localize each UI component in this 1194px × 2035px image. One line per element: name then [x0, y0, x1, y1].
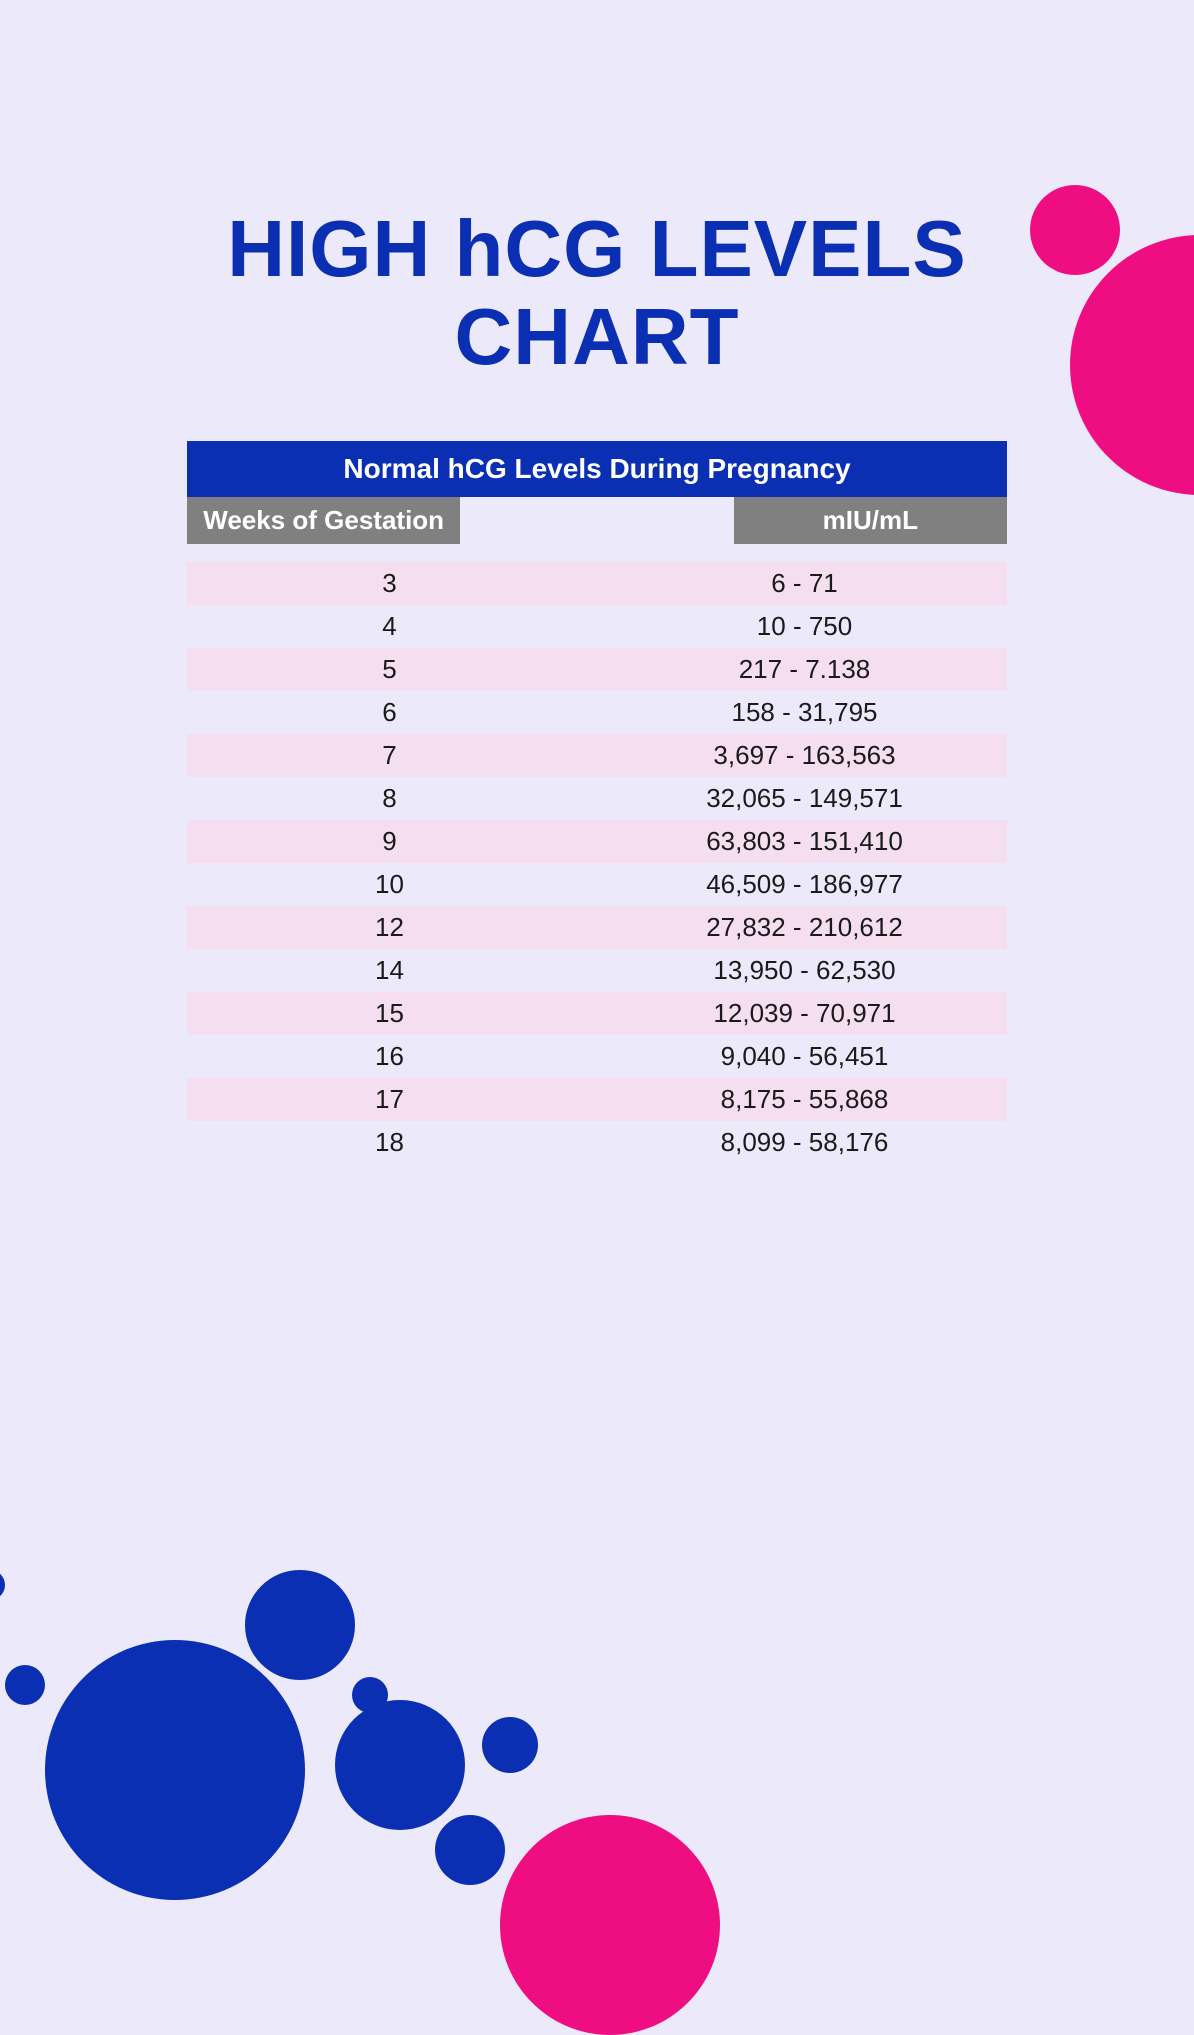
cell-miu: 12,039 - 70,971	[602, 992, 1007, 1035]
table-row: 1413,950 - 62,530	[187, 949, 1007, 992]
cell-miu: 9,040 - 56,451	[602, 1035, 1007, 1078]
table-row: 73,697 - 163,563	[187, 734, 1007, 777]
cell-miu: 63,803 - 151,410	[602, 820, 1007, 863]
table-row: 188,099 - 58,176	[187, 1121, 1007, 1164]
deco-circle	[1030, 185, 1120, 275]
cell-gap	[592, 734, 602, 777]
cell-gap	[592, 605, 602, 648]
cell-miu: 10 - 750	[602, 605, 1007, 648]
col-header-miu: mIU/mL	[734, 497, 1007, 544]
table-row: 410 - 750	[187, 605, 1007, 648]
page-title: HIGH hCG LEVELS CHART	[0, 205, 1194, 381]
deco-circle	[1093, 283, 1137, 327]
cell-weeks: 4	[187, 605, 592, 648]
table-row: 178,175 - 55,868	[187, 1078, 1007, 1121]
cell-weeks: 15	[187, 992, 592, 1035]
cell-weeks: 18	[187, 1121, 592, 1164]
cell-miu: 46,509 - 186,977	[602, 863, 1007, 906]
cell-gap	[592, 906, 602, 949]
deco-circle	[5, 1665, 45, 1705]
deco-circle	[482, 1717, 538, 1773]
cell-miu: 8,175 - 55,868	[602, 1078, 1007, 1121]
table-heading: Normal hCG Levels During Pregnancy	[187, 441, 1007, 497]
cell-weeks: 8	[187, 777, 592, 820]
deco-circle	[335, 1700, 465, 1830]
table-row: 1046,509 - 186,977	[187, 863, 1007, 906]
cell-weeks: 5	[187, 648, 592, 691]
deco-circle	[500, 1815, 720, 2035]
cell-gap	[592, 1078, 602, 1121]
cell-gap	[592, 863, 602, 906]
cell-gap	[592, 777, 602, 820]
table-row: 1227,832 - 210,612	[187, 906, 1007, 949]
cell-miu: 8,099 - 58,176	[602, 1121, 1007, 1164]
cell-gap	[592, 1121, 602, 1164]
deco-circle	[352, 1677, 388, 1713]
cell-miu: 32,065 - 149,571	[602, 777, 1007, 820]
cell-miu: 158 - 31,795	[602, 691, 1007, 734]
cell-weeks: 6	[187, 691, 592, 734]
cell-weeks: 3	[187, 562, 592, 605]
deco-circle	[435, 1815, 505, 1885]
cell-gap	[592, 820, 602, 863]
col-divider	[460, 497, 733, 544]
cell-miu: 6 - 71	[602, 562, 1007, 605]
table-body: 36 - 71410 - 7505217 - 7.1386158 - 31,79…	[187, 562, 1007, 1164]
cell-weeks: 16	[187, 1035, 592, 1078]
cell-miu: 27,832 - 210,612	[602, 906, 1007, 949]
cell-gap	[592, 562, 602, 605]
col-header-weeks: Weeks of Gestation	[187, 497, 460, 544]
table-row: 6158 - 31,795	[187, 691, 1007, 734]
hcg-table: Normal hCG Levels During Pregnancy Weeks…	[187, 441, 1007, 1164]
table-column-headers: Weeks of Gestation mIU/mL	[187, 497, 1007, 544]
cell-gap	[592, 1035, 602, 1078]
cell-gap	[592, 949, 602, 992]
cell-gap	[592, 992, 602, 1035]
cell-weeks: 9	[187, 820, 592, 863]
table-row: 5217 - 7.138	[187, 648, 1007, 691]
deco-circle	[0, 1570, 5, 1600]
table-row: 36 - 71	[187, 562, 1007, 605]
cell-miu: 3,697 - 163,563	[602, 734, 1007, 777]
cell-weeks: 14	[187, 949, 592, 992]
cell-miu: 13,950 - 62,530	[602, 949, 1007, 992]
deco-circle	[45, 1640, 305, 1900]
cell-weeks: 7	[187, 734, 592, 777]
cell-gap	[592, 648, 602, 691]
cell-weeks: 17	[187, 1078, 592, 1121]
cell-weeks: 12	[187, 906, 592, 949]
cell-weeks: 10	[187, 863, 592, 906]
table-row: 963,803 - 151,410	[187, 820, 1007, 863]
table-row: 1512,039 - 70,971	[187, 992, 1007, 1035]
table-row: 169,040 - 56,451	[187, 1035, 1007, 1078]
deco-circle	[245, 1570, 355, 1680]
cell-gap	[592, 691, 602, 734]
table-row: 832,065 - 149,571	[187, 777, 1007, 820]
cell-miu: 217 - 7.138	[602, 648, 1007, 691]
